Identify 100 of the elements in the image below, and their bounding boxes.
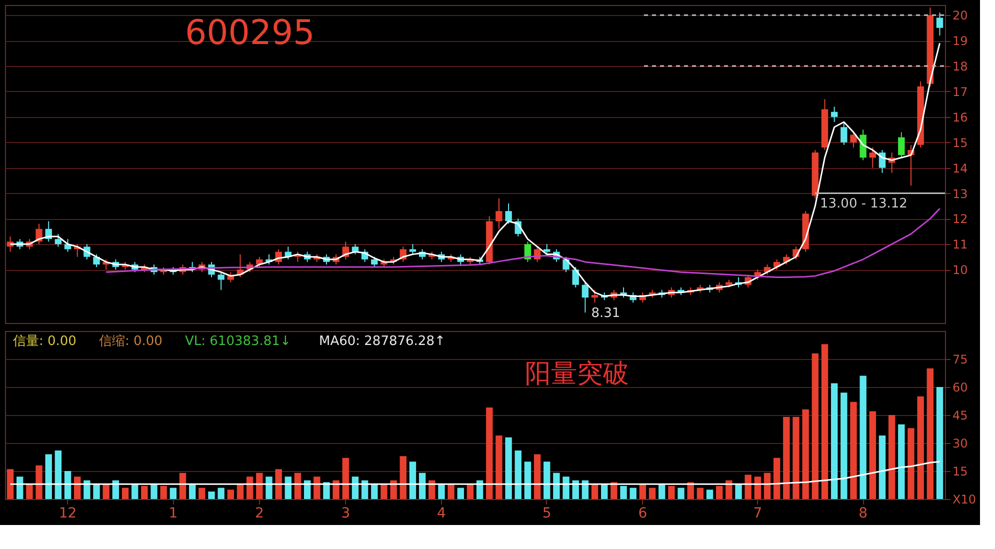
candlestick	[869, 146, 876, 168]
bar	[534, 454, 541, 499]
bar	[150, 484, 158, 499]
bar	[553, 472, 560, 499]
line-series	[105, 208, 940, 278]
bar	[630, 488, 636, 499]
candlestick	[371, 256, 378, 268]
candlestick	[54, 233, 62, 248]
y-tick-label: 20	[952, 8, 968, 23]
bar	[764, 472, 771, 499]
bar	[783, 416, 790, 499]
y-tick-label: 60	[952, 380, 968, 394]
bar	[332, 480, 340, 499]
annotation: VL: 610383.81↓	[185, 334, 291, 349]
bar	[754, 476, 762, 499]
bar	[275, 469, 282, 499]
bar	[936, 387, 944, 499]
candlestick	[591, 289, 598, 304]
bar	[352, 476, 359, 499]
bar	[926, 368, 934, 499]
bar	[726, 480, 732, 499]
y-tick-label: 17	[952, 84, 968, 99]
bar	[620, 486, 627, 499]
bar	[45, 454, 52, 499]
candlestick	[840, 122, 848, 146]
bar	[371, 484, 378, 499]
y-tick-label: 15	[952, 136, 968, 150]
y-tick-label: 14	[952, 161, 968, 176]
bar	[850, 402, 857, 499]
bar	[380, 484, 388, 499]
candlestick	[544, 244, 550, 255]
bar	[830, 383, 838, 499]
bar	[122, 488, 129, 499]
bar	[284, 476, 292, 499]
y-tick-label: 16	[952, 110, 968, 124]
x-tick-label: 5	[542, 506, 552, 522]
bar	[466, 484, 474, 499]
bar	[601, 484, 608, 499]
candlestick	[830, 106, 838, 123]
bar	[448, 484, 454, 499]
y-tick-label: 10	[952, 263, 968, 278]
bar	[802, 409, 809, 499]
bar	[668, 486, 675, 499]
bar	[198, 488, 206, 499]
bar	[706, 490, 714, 499]
candlestick	[505, 202, 512, 224]
candlestick	[582, 282, 589, 314]
bar	[821, 344, 828, 499]
bar	[878, 436, 886, 499]
bar	[409, 462, 416, 499]
bar	[648, 488, 656, 499]
bar	[544, 462, 550, 499]
bar	[256, 472, 263, 499]
bar	[236, 484, 244, 499]
y-tick-label: 15	[952, 464, 968, 478]
x-tick-label: 7	[753, 506, 762, 522]
bar	[678, 488, 684, 499]
candlestick	[218, 272, 224, 290]
bar	[486, 408, 493, 499]
x-tick-label: 2	[254, 506, 264, 522]
annotation: 阳量突破	[525, 359, 629, 389]
bar	[639, 484, 646, 499]
x-tick-label: 6	[638, 506, 648, 522]
bar	[208, 492, 215, 499]
bar	[227, 490, 234, 499]
y-tick-label: X10	[952, 492, 976, 506]
candlestick	[572, 266, 579, 288]
y-tick-label: 18	[952, 60, 968, 74]
y-tick-label: 30	[952, 436, 968, 450]
bar	[860, 376, 866, 499]
bar	[744, 474, 752, 499]
bar	[342, 458, 349, 499]
bar	[26, 484, 33, 499]
y-tick-label: 13	[952, 186, 968, 201]
bar	[102, 484, 110, 499]
bar	[514, 450, 522, 499]
bar	[735, 484, 742, 499]
bar	[840, 392, 848, 499]
bar	[658, 484, 666, 499]
bar	[246, 476, 254, 499]
candlestick	[936, 12, 944, 36]
bar	[898, 424, 905, 499]
x-tick-label: 8	[858, 506, 868, 522]
bar	[16, 476, 24, 499]
bar	[438, 484, 445, 499]
bar	[400, 456, 406, 499]
bar	[716, 486, 723, 499]
bar	[524, 462, 532, 499]
bar	[170, 488, 177, 499]
candlestick	[496, 198, 502, 230]
bar	[418, 472, 426, 499]
y-tick-label: 45	[952, 408, 968, 422]
bar	[562, 476, 570, 499]
x-tick-label: 4	[437, 506, 446, 522]
bar	[93, 484, 100, 499]
candlestick	[860, 129, 866, 161]
bar	[869, 411, 876, 499]
bar	[314, 476, 320, 499]
bar	[141, 486, 148, 499]
bar	[390, 480, 397, 499]
